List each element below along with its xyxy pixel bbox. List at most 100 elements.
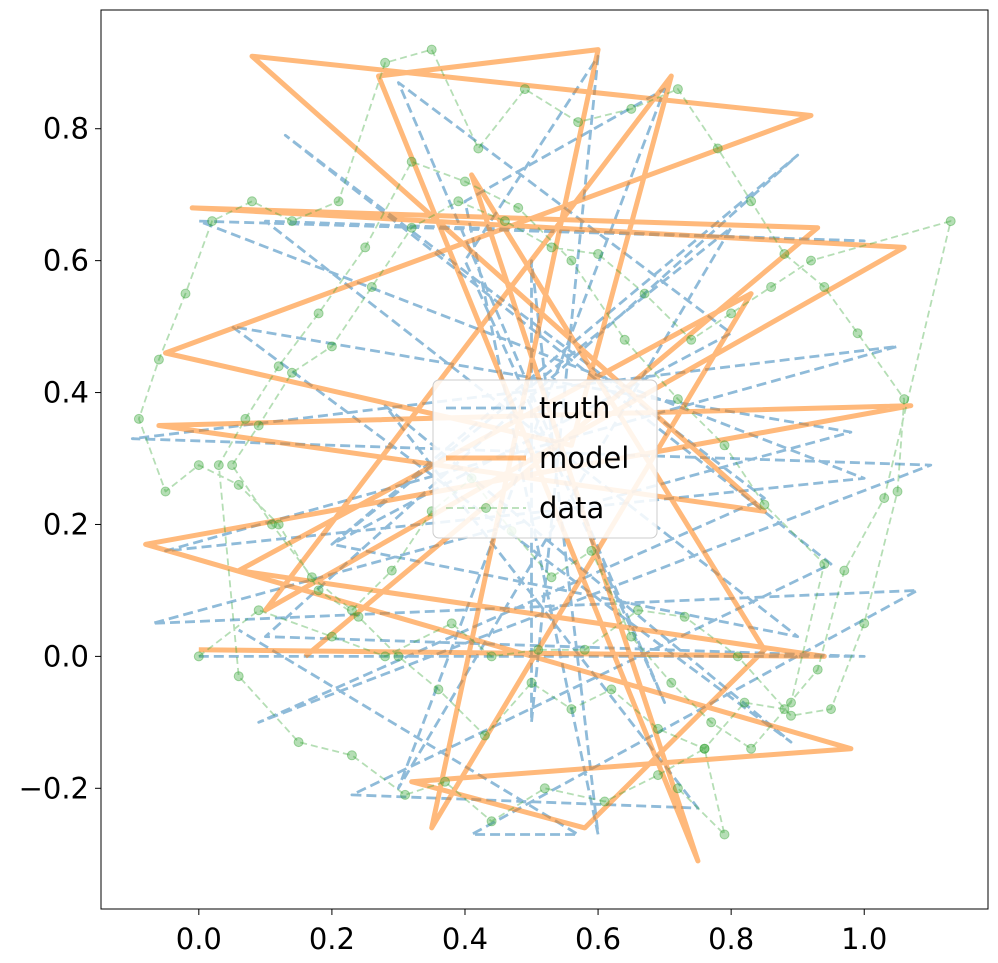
data-point xyxy=(313,308,324,319)
data-point xyxy=(287,216,297,227)
series-line-data xyxy=(137,48,952,836)
data-point xyxy=(879,493,890,504)
data-point xyxy=(739,697,750,708)
data-point xyxy=(593,249,604,259)
series-truth xyxy=(130,54,933,836)
legend-box xyxy=(432,379,658,539)
data-point xyxy=(253,605,264,616)
x-tick-label: 0.6 xyxy=(575,922,621,956)
data-point xyxy=(653,723,663,734)
data-point xyxy=(486,651,497,662)
y-tick-label: −0.2 xyxy=(19,771,89,805)
data-point xyxy=(240,413,251,424)
x-tick-label: 0.0 xyxy=(176,922,222,956)
data-point xyxy=(546,572,557,583)
data-point xyxy=(513,202,524,213)
x-tick-label: 0.2 xyxy=(309,922,355,956)
data-point xyxy=(686,334,697,345)
plot-frame xyxy=(100,9,989,910)
data-point xyxy=(719,440,730,451)
data-point xyxy=(852,328,863,339)
y-tick-label: 0.4 xyxy=(43,376,89,410)
data-point xyxy=(679,611,690,622)
y-tick-label: 0.0 xyxy=(43,639,89,673)
data-point xyxy=(619,334,630,345)
data-point xyxy=(400,789,411,800)
data-point xyxy=(160,486,171,497)
x-tick-label: 0.4 xyxy=(442,922,488,956)
data-point xyxy=(839,565,850,576)
y-tick-label: 0.8 xyxy=(43,112,89,146)
data-point xyxy=(193,460,204,471)
data-point xyxy=(433,684,444,695)
data-point xyxy=(313,585,324,596)
data-point xyxy=(366,282,377,292)
data-point xyxy=(273,361,284,372)
series-line-model xyxy=(143,47,914,864)
data-point xyxy=(353,611,364,622)
y-tick-label: 0.2 xyxy=(43,507,89,541)
data-point xyxy=(526,677,537,688)
legend-label-data: data xyxy=(539,491,604,525)
data-point xyxy=(712,143,723,154)
legend-entry-model: model xyxy=(446,441,629,475)
data-point xyxy=(346,750,357,761)
series-layer xyxy=(130,44,956,864)
y-tick-label: 0.6 xyxy=(43,244,89,278)
data-point xyxy=(533,644,544,655)
data-point xyxy=(706,717,717,728)
data-point xyxy=(732,651,743,662)
data-point xyxy=(639,288,650,299)
data-point xyxy=(426,44,437,55)
data-point xyxy=(579,644,590,655)
data-point xyxy=(227,460,238,471)
data-point xyxy=(499,216,510,227)
data-point xyxy=(253,420,264,431)
data-point xyxy=(486,816,497,827)
data-point xyxy=(672,783,683,794)
legend-marker-data xyxy=(481,503,491,513)
data-point xyxy=(786,697,796,708)
data-point xyxy=(786,710,796,721)
data-point xyxy=(766,282,777,292)
series-line-truth xyxy=(130,54,933,836)
legend-label-model: model xyxy=(539,441,629,475)
data-point xyxy=(213,460,224,471)
data-point xyxy=(945,216,956,227)
data-point xyxy=(233,671,244,682)
data-point xyxy=(633,605,643,616)
data-point xyxy=(207,216,218,227)
data-point xyxy=(653,770,663,781)
data-point xyxy=(626,103,637,114)
data-point xyxy=(859,618,870,629)
data-point xyxy=(293,737,304,748)
data-point xyxy=(779,704,790,715)
data-point xyxy=(267,519,277,530)
data-point xyxy=(479,730,490,741)
data-point xyxy=(759,499,770,510)
data-point xyxy=(333,196,344,207)
data-point xyxy=(726,308,737,319)
data-point xyxy=(826,704,836,715)
data-point xyxy=(287,367,297,378)
data-point xyxy=(153,354,164,365)
data-point xyxy=(453,196,464,207)
data-point xyxy=(546,242,557,253)
data-point xyxy=(380,57,391,68)
x-tick-label: 1.0 xyxy=(841,922,887,956)
data-point xyxy=(446,618,457,629)
data-point xyxy=(812,664,823,675)
data-point xyxy=(566,704,577,715)
data-point xyxy=(440,776,450,787)
data-point xyxy=(393,651,404,662)
data-point xyxy=(273,519,284,530)
data-point xyxy=(473,143,484,154)
data-point xyxy=(539,783,550,794)
legend-entry-truth: truth xyxy=(446,391,610,425)
data-point xyxy=(519,84,530,95)
data-point xyxy=(460,176,470,187)
data-point xyxy=(386,565,397,576)
series-data xyxy=(133,44,956,840)
legend-entry-data: data xyxy=(446,491,604,525)
